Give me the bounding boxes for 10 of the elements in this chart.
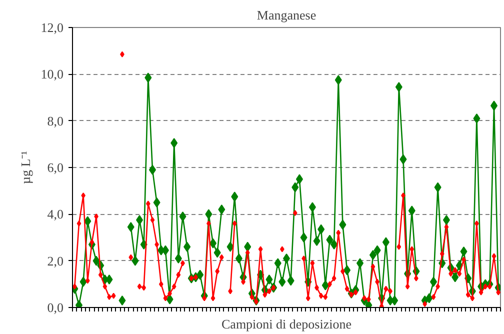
y-tick-label: 12,0 [40, 20, 64, 35]
y-tick-label: 0,0 [47, 300, 64, 315]
x-axis-title: Campioni di deposizione [222, 316, 352, 332]
chart-title: Manganese [256, 8, 316, 22]
y-tick-label: 6,0 [47, 160, 64, 175]
y-tick-label: 10,0 [40, 66, 64, 82]
y-tick-label: 2,0 [47, 253, 64, 268]
y-tick-label: 8,0 [47, 113, 64, 128]
y-axis-title: µg L⁻¹ [18, 150, 33, 184]
y-tick-label: 4,0 [47, 206, 64, 222]
